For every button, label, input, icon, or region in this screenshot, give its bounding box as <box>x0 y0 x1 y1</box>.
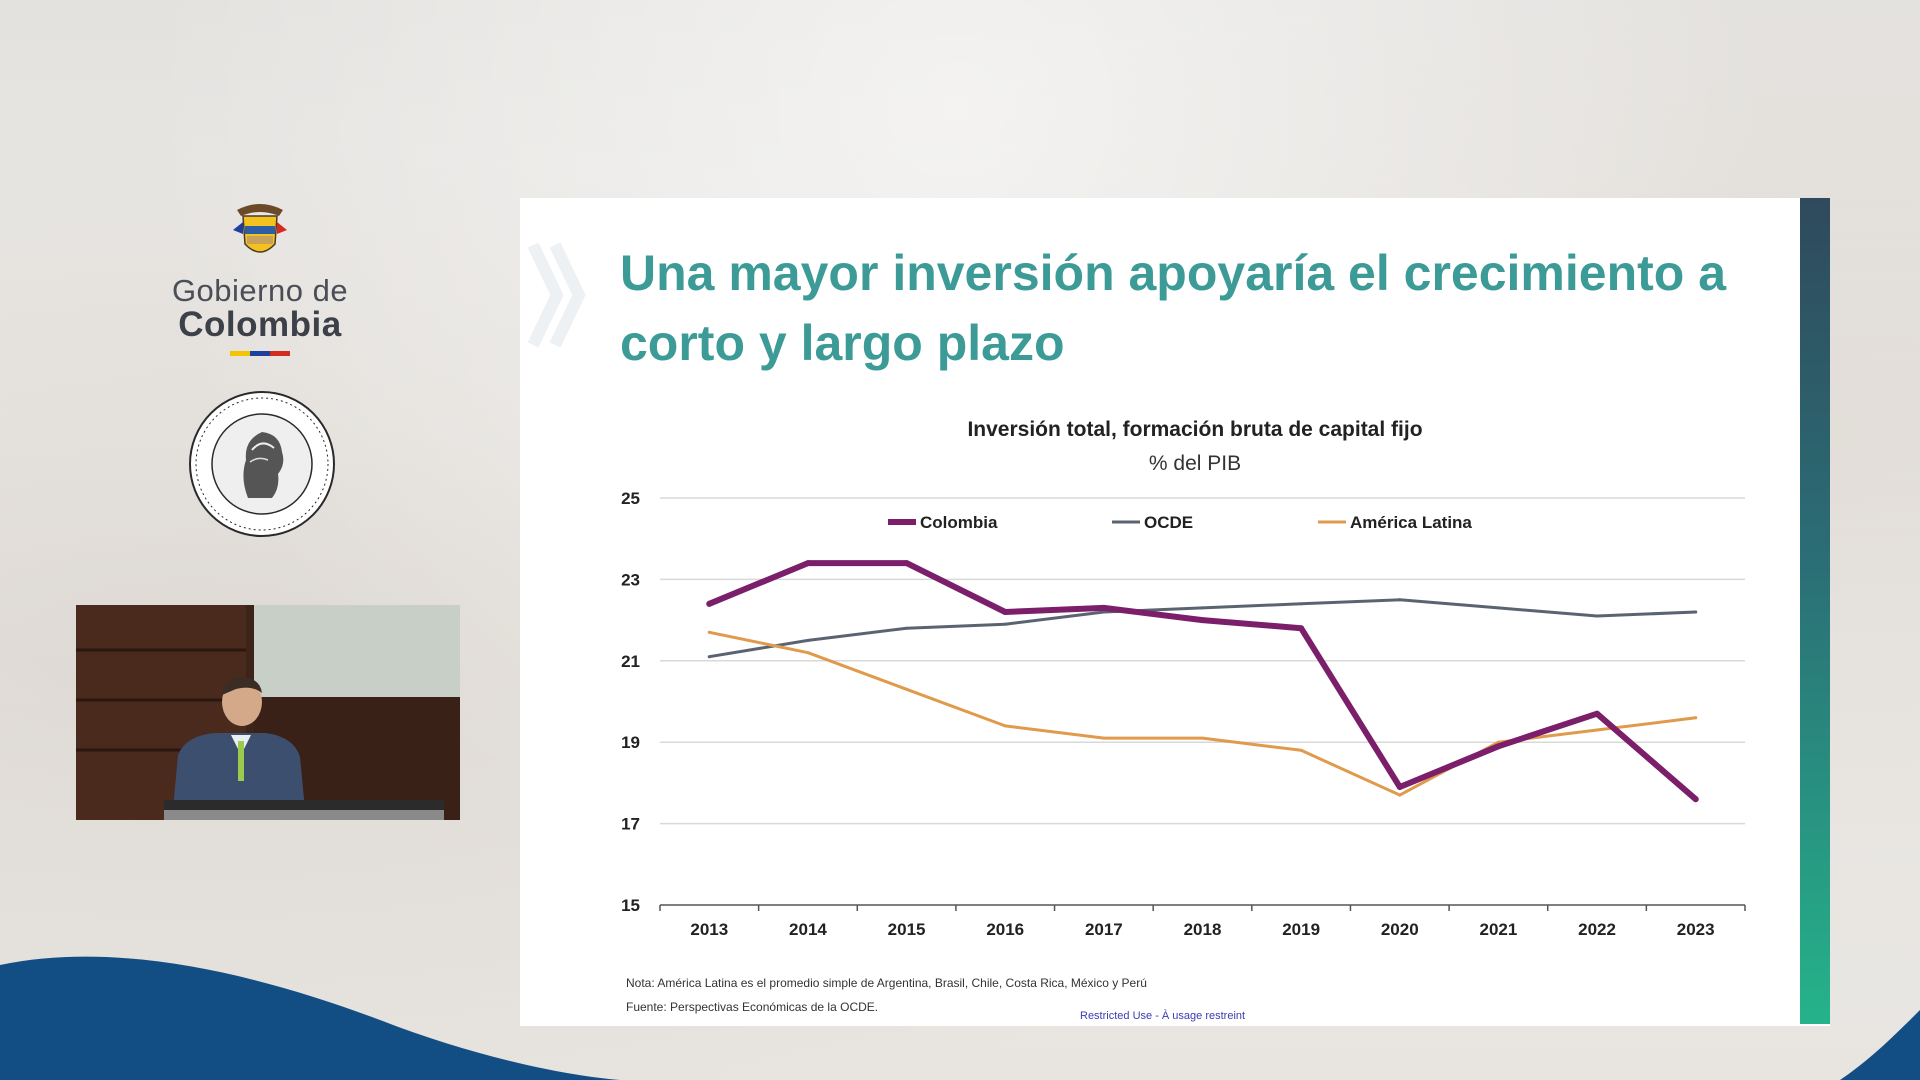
slide-accent-bar <box>1800 198 1830 1024</box>
x-tick-label: 2017 <box>1085 920 1123 939</box>
coat-of-arms-icon <box>233 204 287 253</box>
chart-title: Inversión total, formación bruta de capi… <box>967 418 1423 441</box>
x-tick-label: 2016 <box>986 920 1024 939</box>
series-line-américa-latina <box>707 630 1698 797</box>
data-point <box>707 630 711 634</box>
blue-wave-decoration <box>0 956 620 1080</box>
x-tick-label: 2018 <box>1184 920 1222 939</box>
speaker-video-feed <box>76 605 460 820</box>
x-tick-label: 2021 <box>1479 920 1517 939</box>
y-tick-label: 23 <box>621 570 640 589</box>
x-tick-label: 2014 <box>789 920 827 939</box>
x-tick-label: 2023 <box>1677 920 1715 939</box>
data-point <box>1002 608 1009 615</box>
data-point <box>1595 728 1599 732</box>
banco-de-la-republica-seal <box>189 391 335 537</box>
data-point <box>903 560 910 567</box>
gov-logo-line1: Gobierno de <box>171 273 349 308</box>
series-line-colombia <box>706 560 1699 803</box>
speaker-video-frame <box>76 605 460 820</box>
data-point <box>1299 602 1303 606</box>
presentation-slide <box>520 198 1830 1026</box>
data-point <box>1003 622 1007 626</box>
blue-corner-decoration <box>1840 1010 1920 1080</box>
chart-subtitle: % del PIB <box>1148 452 1242 475</box>
data-point <box>1298 625 1305 632</box>
data-point <box>905 687 909 691</box>
slide-title: Una mayor inversión apoyaría el crecimie… <box>620 245 1727 371</box>
x-tick-label: 2015 <box>888 920 926 939</box>
gov-logo-line2: Colombia <box>178 305 342 344</box>
data-point <box>1496 606 1500 610</box>
data-point <box>1003 724 1007 728</box>
chart-note: Nota: América Latina es el promedio simp… <box>626 976 1147 990</box>
chart-source: Fuente: Perspectivas Económicas de la OC… <box>626 1000 879 1014</box>
data-point <box>1594 710 1601 717</box>
data-point <box>806 651 810 655</box>
flag-stripe <box>230 351 290 356</box>
data-point <box>1692 796 1699 803</box>
data-point <box>1102 736 1106 740</box>
x-tick-label: 2020 <box>1381 920 1419 939</box>
data-point <box>1201 736 1204 740</box>
data-point <box>1299 748 1303 752</box>
y-tick-label: 25 <box>621 489 640 508</box>
data-point <box>1201 606 1204 610</box>
data-point <box>1495 743 1502 750</box>
classification-label: Restricted Use - À usage restreint <box>1080 1010 1246 1022</box>
x-tick-label: 2019 <box>1282 920 1320 939</box>
data-point <box>1102 610 1106 614</box>
y-tick-label: 17 <box>621 815 640 834</box>
data-point <box>1100 604 1107 611</box>
data-point <box>804 560 811 567</box>
data-point <box>707 655 711 659</box>
data-point <box>806 638 810 642</box>
chevron-decoration-icon <box>527 242 586 348</box>
legend-label: América Latina <box>1350 513 1472 532</box>
data-point <box>706 600 713 607</box>
data-point <box>1398 793 1402 797</box>
legend-label: Colombia <box>920 513 998 532</box>
data-point <box>1396 783 1403 790</box>
data-point <box>1398 598 1402 602</box>
y-tick-label: 15 <box>621 896 640 915</box>
data-point <box>1199 617 1206 624</box>
y-tick-label: 21 <box>621 652 640 671</box>
x-tick-label: 2013 <box>690 920 728 939</box>
y-tick-label: 19 <box>621 733 640 752</box>
data-point <box>905 626 909 630</box>
x-tick-label: 2022 <box>1578 920 1616 939</box>
legend-label: OCDE <box>1144 513 1193 532</box>
investment-line-chart: 15 17 19 21 23 25 2013 2014 2015 2016 2017 2018 2019… <box>621 489 1746 939</box>
data-point <box>1694 610 1698 614</box>
gobierno-de-colombia-logo: Gobierno de Colombia <box>165 200 355 356</box>
data-point <box>1595 614 1599 618</box>
data-point <box>1694 716 1698 720</box>
